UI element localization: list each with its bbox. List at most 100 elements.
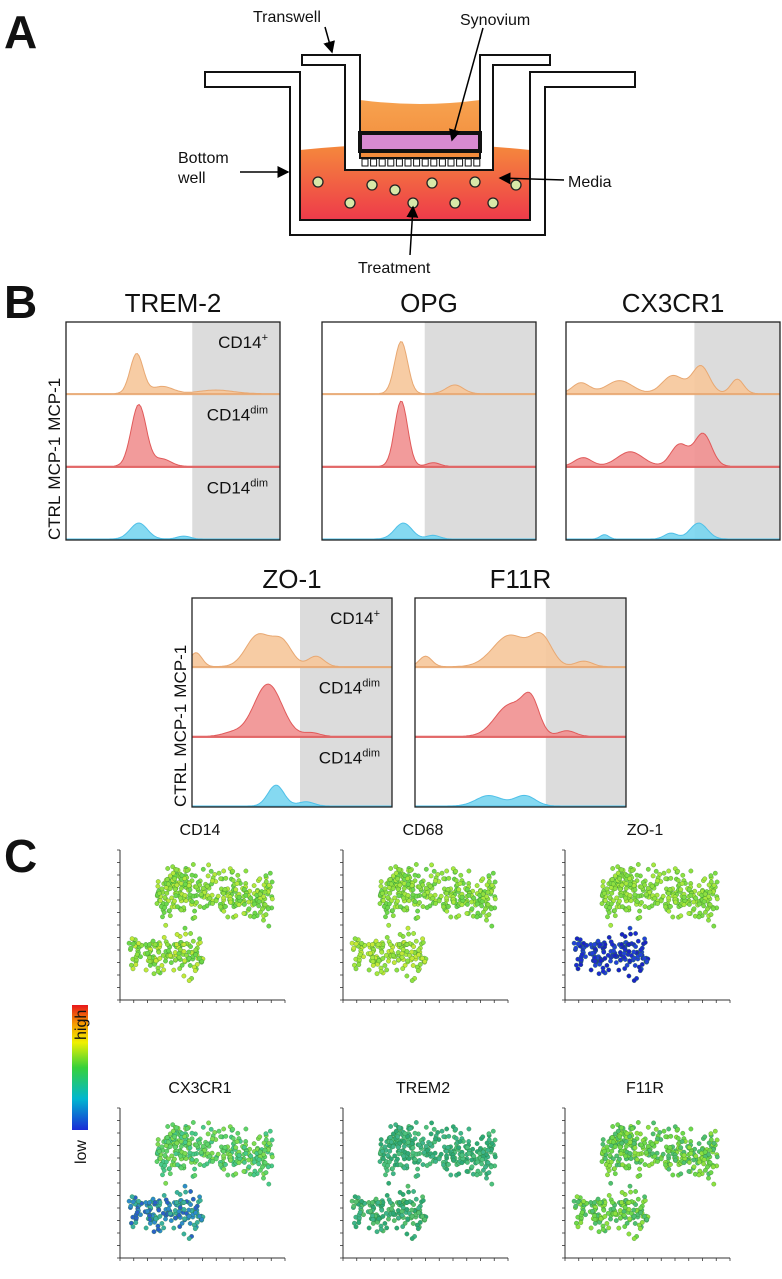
cell-point (218, 1134, 224, 1140)
cell-point (156, 949, 162, 955)
cell-point (464, 886, 470, 892)
cell-point (612, 1131, 618, 1137)
cell-point (667, 887, 673, 892)
cell-point (612, 1144, 618, 1149)
cell-point (436, 1156, 442, 1162)
cell-point (457, 1139, 463, 1144)
cell-point (383, 1210, 389, 1216)
cell-point (628, 1189, 633, 1195)
cell-point (710, 906, 716, 912)
cell-point (413, 938, 419, 944)
cell-point (714, 1154, 720, 1160)
histogram-title: OPG (400, 288, 458, 318)
cell-point (484, 917, 489, 923)
cell-point (712, 870, 718, 876)
cell-point (411, 931, 416, 936)
cell-point (653, 868, 659, 874)
cell-point (147, 942, 152, 947)
cell-point (378, 1137, 384, 1142)
cell-point (351, 1203, 357, 1209)
cell-point (200, 866, 206, 872)
cell-point (592, 963, 598, 968)
cell-point (383, 1172, 388, 1178)
gate-region (192, 322, 280, 540)
cell-point (159, 963, 165, 968)
cell-point (269, 1137, 275, 1143)
cell-point (170, 1128, 176, 1134)
cell-point (187, 887, 193, 893)
cell-point (439, 1128, 445, 1134)
cell-point (631, 1207, 637, 1213)
cell-point (181, 1207, 187, 1212)
cell-point (133, 1220, 139, 1226)
cell-point (251, 914, 257, 920)
cell-point (711, 882, 717, 888)
histogram (321, 341, 537, 395)
cell-point (602, 956, 608, 961)
cell-point (198, 1150, 204, 1155)
cell-point (702, 876, 708, 882)
histogram-frame (414, 597, 627, 808)
cell-point (353, 941, 359, 947)
cell-point (603, 898, 608, 904)
cell-point (236, 902, 242, 908)
cell-point (205, 1131, 211, 1137)
cell-point (400, 966, 406, 971)
cell-point (175, 904, 180, 910)
cell-point (390, 1166, 395, 1172)
membrane (361, 158, 481, 167)
cell-point (398, 1162, 403, 1168)
cell-point (429, 1120, 434, 1126)
cell-point (631, 1213, 637, 1219)
cell-point (130, 941, 136, 947)
cell-point (711, 1181, 717, 1187)
cell-point (702, 1149, 708, 1155)
cell-point (573, 945, 579, 951)
cell-point (660, 1151, 666, 1157)
cell-point (712, 1128, 718, 1134)
cell-point (623, 907, 629, 913)
cell-point (666, 1149, 671, 1154)
cell-point (181, 942, 187, 947)
cell-point (216, 1128, 222, 1134)
cell-point (673, 899, 678, 905)
cell-point (172, 886, 178, 892)
cell-point (174, 882, 180, 888)
cell-point (165, 866, 171, 871)
cell-point (404, 942, 410, 947)
cell-point (645, 885, 651, 891)
cell-point (178, 1144, 184, 1149)
cell-point (431, 868, 437, 874)
cell-point (691, 906, 697, 912)
cell (449, 197, 461, 209)
cell-point (241, 911, 247, 916)
cell-point (668, 875, 674, 881)
cell-point (167, 1131, 173, 1137)
cell-point (128, 1203, 134, 1209)
cell-point (574, 1194, 580, 1200)
cell-point (451, 899, 456, 905)
cell-point (129, 936, 135, 942)
cell-point (256, 899, 262, 905)
cell-point (666, 895, 671, 901)
cell-point (451, 1157, 456, 1163)
cell-point (696, 901, 702, 907)
cell-point (206, 1120, 211, 1126)
cell-point (431, 1126, 437, 1132)
cell-point (193, 1142, 199, 1148)
cell-point (370, 963, 376, 968)
cell-point (230, 1136, 236, 1141)
cell-point (378, 883, 384, 889)
cell-point (163, 922, 169, 928)
cell-point (424, 1163, 430, 1168)
cell-point (446, 1133, 452, 1139)
label: Bottom (178, 150, 229, 167)
cell-point (465, 902, 470, 907)
cell-point (456, 1145, 462, 1150)
cell-point (160, 914, 165, 920)
cell-point (635, 1120, 641, 1125)
cell-point (164, 1148, 170, 1154)
pore (370, 158, 378, 167)
cell-point (169, 895, 175, 901)
cell-point (405, 1183, 411, 1189)
